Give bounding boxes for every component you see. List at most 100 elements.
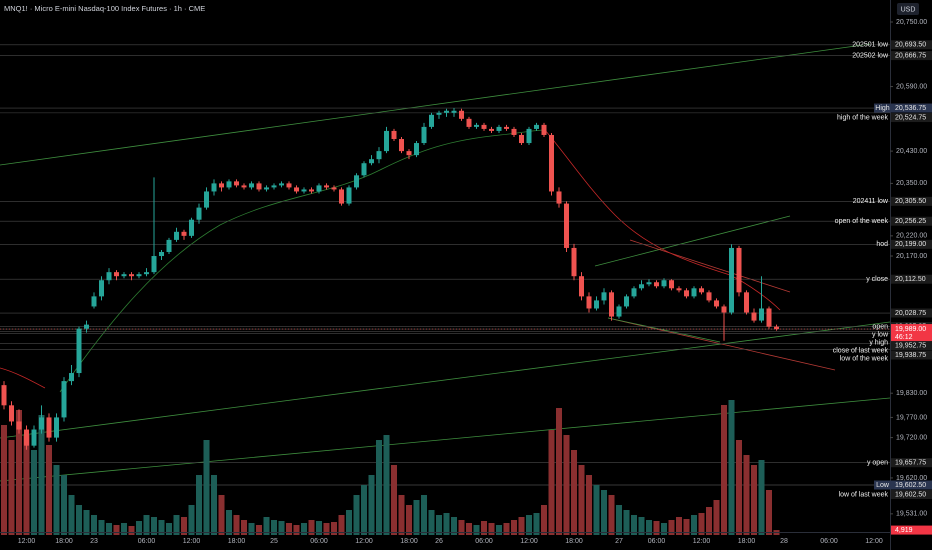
candle-body <box>189 219 194 236</box>
trendline <box>0 43 871 166</box>
candle-body <box>706 292 712 301</box>
candle-body <box>256 183 262 190</box>
candle-body <box>129 274 134 277</box>
candle-body <box>474 124 479 127</box>
candle-body <box>451 110 457 113</box>
price-tag-label: 20,256.25 <box>895 218 926 225</box>
candle-body <box>316 185 322 192</box>
volume-bar <box>226 510 232 535</box>
volume-bar <box>466 523 472 535</box>
volume-bar <box>526 515 532 535</box>
price-tag <box>891 239 932 249</box>
volume-bar <box>113 525 120 535</box>
level-name: hod <box>876 241 888 248</box>
candle-body <box>106 272 112 281</box>
candle-body <box>564 203 569 248</box>
volume-bar <box>158 520 165 535</box>
candle-body <box>541 124 547 135</box>
volume-bar <box>91 515 97 535</box>
trendline <box>0 397 891 482</box>
candle-body <box>136 274 142 277</box>
countdown: 46:12 <box>895 334 913 341</box>
price-tag <box>891 350 932 360</box>
x-tick-label: 27 <box>615 538 623 545</box>
candle-body <box>399 139 404 152</box>
price-tag-label: 19,602.50 <box>895 491 926 498</box>
candle-body <box>331 187 337 190</box>
volume-bar <box>548 430 555 535</box>
candle-body <box>301 189 307 192</box>
volume-bar <box>301 523 307 535</box>
volume-bar <box>53 465 60 535</box>
x-tick-label: 18:00 <box>228 538 246 545</box>
price-tag-label: 20,028.75 <box>895 310 926 317</box>
volume-tag-label: 4,919 <box>895 527 913 534</box>
candle-body <box>151 256 157 273</box>
candle-body <box>219 183 224 188</box>
volume-bar <box>346 510 352 535</box>
volume-bar <box>578 465 585 535</box>
price-tag <box>891 308 932 318</box>
volume-bar <box>241 520 247 535</box>
volume-bar <box>481 521 487 535</box>
candle-body <box>699 288 704 293</box>
candle-body <box>354 175 359 188</box>
volume-bar <box>608 495 615 535</box>
volume-bar <box>376 440 382 535</box>
candle-body <box>76 328 82 374</box>
x-tick-label: 18:00 <box>400 538 418 545</box>
volume-bar <box>683 519 690 535</box>
volume-bar <box>338 515 345 535</box>
level-badge-label: High <box>875 105 890 112</box>
volume-bar <box>308 520 315 535</box>
candle-body <box>421 126 427 144</box>
candle-body <box>511 128 517 135</box>
candle-body <box>721 306 727 313</box>
candle-body <box>519 134 524 144</box>
candle-body <box>369 159 374 164</box>
candle-body <box>526 128 532 144</box>
volume-bar <box>16 410 22 535</box>
candle-body <box>676 288 682 291</box>
candle-body <box>346 187 352 204</box>
volume-bar <box>368 475 375 535</box>
candle-body <box>226 181 232 188</box>
volume-bar <box>751 465 757 535</box>
currency[interactable]: USD <box>901 6 916 13</box>
candle-body <box>121 274 127 277</box>
volume-bar <box>76 505 82 535</box>
volume-bar <box>413 500 420 535</box>
currency-box[interactable] <box>897 3 919 15</box>
volume-bar <box>601 490 607 535</box>
volume-bar <box>218 495 225 535</box>
x-tick-label: 06:00 <box>475 538 493 545</box>
volume-bar <box>571 450 577 535</box>
volume-bar <box>151 517 157 535</box>
volume-bar <box>706 507 712 535</box>
candle-body <box>114 272 119 277</box>
candle-body <box>54 417 59 438</box>
volume-bar <box>1 425 7 535</box>
volume-bar <box>83 510 90 535</box>
candle-body <box>324 185 329 188</box>
level-name: y close <box>866 276 888 283</box>
volume-bar <box>391 465 397 535</box>
candle-body <box>534 124 539 129</box>
volume-bar <box>586 475 592 535</box>
volume-bar <box>136 521 142 535</box>
price-tag-label: 20,199.00 <box>895 241 926 248</box>
price-tags: 20,693.50 202501 low 20,666.75 202502 low 20… <box>833 40 932 535</box>
candle-body <box>234 181 239 186</box>
x-tick-label: 12:00 <box>183 538 201 545</box>
candle-body <box>744 292 749 313</box>
volume-bar <box>211 475 217 535</box>
candle-body <box>384 130 389 152</box>
volume-bar <box>616 505 622 535</box>
candle-body <box>46 417 52 438</box>
trendline <box>607 317 721 343</box>
candle-body <box>624 296 629 307</box>
level-name: y high <box>869 339 888 346</box>
candle-body <box>144 272 149 275</box>
x-tick-label: 23 <box>90 538 98 545</box>
price-tag <box>891 490 932 500</box>
